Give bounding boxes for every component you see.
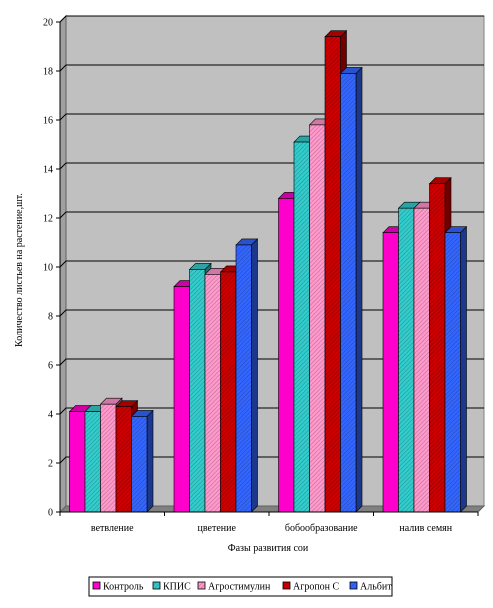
- bar-front: [115, 406, 132, 513]
- bar-front: [189, 269, 206, 513]
- bar: [130, 409, 154, 513]
- legend-swatch: [152, 581, 161, 590]
- bar: [235, 238, 259, 513]
- x-axis: ветвление цветение бобообразование налив се…: [59, 511, 479, 534]
- bar-side: [251, 238, 258, 513]
- legend-swatch: [92, 581, 101, 590]
- legend-entry: Контроль: [92, 581, 144, 593]
- legend-label: КПИС: [163, 582, 191, 593]
- bar-front: [382, 232, 399, 513]
- legend-label: Контроль: [103, 582, 144, 593]
- bar: [444, 225, 468, 513]
- bar-front: [84, 411, 101, 513]
- x-category-label: ветвление: [91, 523, 134, 534]
- legend-label: Альбит: [360, 582, 392, 593]
- bar: [339, 66, 363, 513]
- bar-front: [131, 416, 148, 513]
- y-tick-label: 12: [43, 214, 53, 225]
- bars: [68, 29, 468, 513]
- x-category-label: цветение: [198, 523, 237, 534]
- bar-front: [278, 198, 295, 513]
- y-tick-label: 0: [48, 508, 53, 519]
- legend-entry: Агростимулин: [197, 581, 271, 593]
- y-tick-label: 16: [43, 116, 53, 127]
- bar-front: [220, 271, 237, 513]
- legend-frame: [88, 576, 393, 597]
- bar-front: [429, 183, 446, 513]
- y-tick-label: 20: [43, 18, 53, 29]
- legend-swatch: [349, 581, 358, 590]
- y-tick-label: 10: [43, 263, 53, 274]
- y-tick-label: 6: [48, 361, 53, 372]
- legend-swatch: [197, 581, 206, 590]
- bar-front: [173, 286, 190, 513]
- y-tick-label: 8: [48, 312, 53, 323]
- bar-front: [340, 73, 357, 513]
- legend-entry: Альбит: [349, 581, 392, 593]
- y-tick-label: 18: [43, 67, 53, 78]
- bar-front: [293, 141, 310, 513]
- bar-front: [398, 207, 415, 513]
- bar-front: [309, 124, 326, 513]
- bar-side: [146, 409, 154, 513]
- y-tick-label: 2: [48, 459, 53, 470]
- legend-entry: Агропон С: [282, 581, 340, 593]
- legend-entry: КПИС: [152, 581, 191, 593]
- legend-swatch: [282, 581, 291, 590]
- bar-front: [69, 411, 86, 513]
- legend-label: Агропон С: [293, 582, 340, 593]
- bar-front: [324, 36, 341, 513]
- y-tick-label: 14: [43, 165, 53, 176]
- y-axis: 0 2 4 6 8 10 12 14 16 18 20: [43, 18, 61, 519]
- bar-front: [235, 244, 252, 513]
- x-category-label: бобообразование: [285, 523, 358, 534]
- legend: Контроль КПИС Агростимулин Агропон С Альбит: [88, 576, 393, 597]
- y-tick-label: 4: [48, 410, 53, 421]
- bar-front: [444, 232, 461, 513]
- bar-side: [355, 66, 363, 513]
- x-axis-title: Фазы развития сои: [228, 543, 309, 554]
- bar-front: [413, 207, 430, 513]
- bar-front: [100, 403, 117, 513]
- bar-side: [460, 225, 467, 513]
- grid-line: [59, 15, 484, 23]
- bar-front: [204, 274, 221, 513]
- x-category-label: налив семян: [399, 523, 452, 534]
- legend-label: Агростимулин: [208, 582, 271, 593]
- y-axis-title: Количество листьев на растение,шт.: [14, 193, 25, 347]
